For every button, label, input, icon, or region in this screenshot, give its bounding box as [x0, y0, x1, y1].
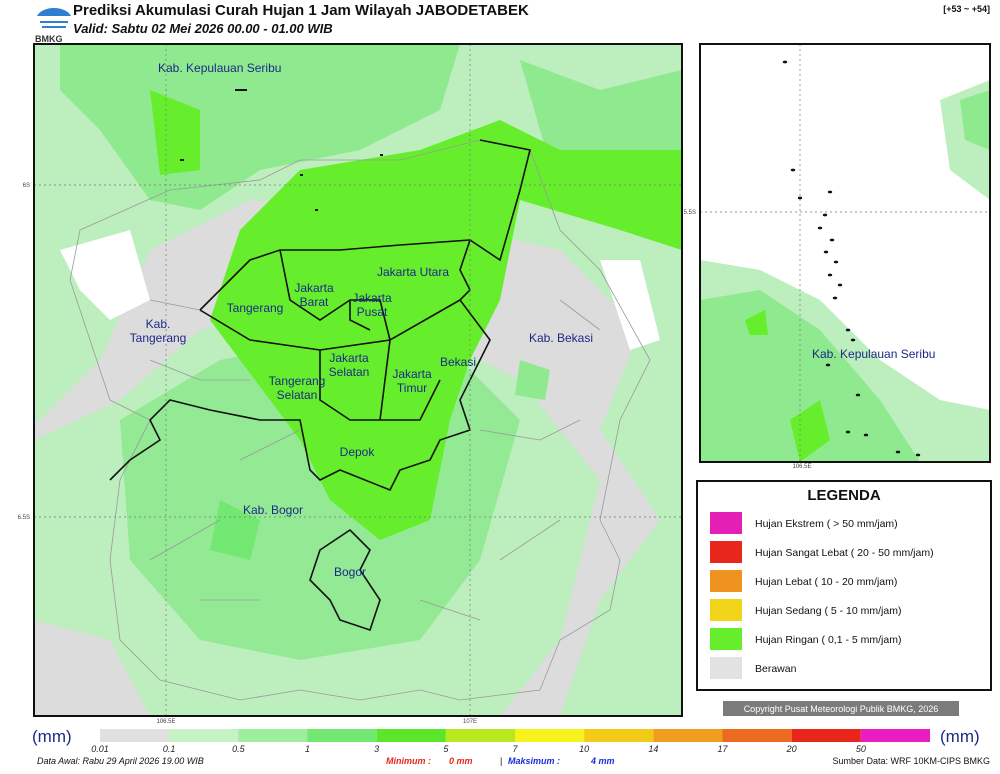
- min-value: 0 mm: [449, 756, 473, 766]
- legend-swatch: [710, 570, 742, 592]
- legend-label: Hujan Sedang ( 5 - 10 mm/jam): [755, 605, 901, 617]
- colorbar-segment: [653, 729, 723, 742]
- legend-label: Hujan Ekstrem ( > 50 mm/jam): [755, 518, 898, 530]
- data-awal: Data Awal: Rabu 29 April 2026 19.00 WIB: [37, 756, 204, 766]
- colorbar-segment: [307, 729, 377, 742]
- lon-tick: 106.5E: [156, 719, 175, 725]
- main-map: Kab. Kepulauan Seribu Jakarta Utara Jakart…: [34, 44, 682, 716]
- colorbar-segment: [791, 729, 861, 742]
- region-label: Bekasi: [440, 355, 476, 369]
- colorbar-segment: [584, 729, 654, 742]
- colorbar-segment: [376, 729, 446, 742]
- lat-tick: 6S: [23, 183, 30, 189]
- region-labels: Kab. Kepulauan Seribu Jakarta Utara Jakart…: [130, 61, 593, 579]
- colorbar-unit: (mm): [940, 727, 980, 746]
- region-label: Kab. Bekasi: [529, 331, 593, 345]
- legend-swatch: [710, 628, 742, 650]
- region-label: Selatan: [277, 388, 318, 402]
- region-label: Barat: [300, 295, 329, 309]
- colorbar-unit: (mm): [32, 727, 72, 746]
- colorbar-segment: [238, 729, 308, 742]
- legend-label: Hujan Lebat ( 10 - 20 mm/jam): [755, 576, 897, 588]
- logo-text: BMKG: [35, 34, 63, 44]
- separator: |: [500, 756, 502, 766]
- region-label: Kab. Kepulauan Seribu: [158, 61, 281, 75]
- region-label: Jakarta Utara: [377, 265, 449, 279]
- min-label: Minimum :: [386, 756, 431, 766]
- region-label: Kab. Bogor: [243, 503, 303, 517]
- legend-swatch: [710, 512, 742, 534]
- legend-box: [696, 480, 992, 691]
- legend-items: Hujan Ekstrem ( > 50 mm/jam) Hujan Sangat…: [710, 512, 934, 679]
- colorbar-label: 14: [648, 744, 658, 754]
- legend-swatch: [710, 657, 742, 679]
- region-label: Jakarta: [329, 351, 369, 365]
- colorbar-label: 20: [786, 744, 797, 754]
- main-map-frame: [33, 43, 683, 717]
- max-value: 4 mm: [590, 756, 615, 766]
- valid-time: Valid: Sabtu 02 Mei 2026 00.00 - 01.00 W…: [73, 21, 333, 36]
- colorbar-label: 1: [305, 744, 310, 754]
- colorbar-segment: [515, 729, 585, 742]
- legend-title: LEGENDA: [807, 487, 881, 504]
- colorbar-segment: [100, 729, 170, 742]
- max-label: Maksimum :: [508, 756, 560, 766]
- region-label: Jakarta: [352, 291, 392, 305]
- region-label: Tangerang: [227, 301, 284, 315]
- colorbar-label: 0.01: [91, 744, 109, 754]
- region-label: Tangerang: [130, 331, 187, 345]
- legend-label: Berawan: [755, 663, 797, 675]
- copyright: Copyright Pusat Meteorologi Publik BMKG,…: [744, 704, 939, 714]
- range: [+53 ~ +54]: [943, 4, 990, 14]
- colorbar-label: 7: [512, 744, 518, 754]
- copyright-box: [723, 701, 959, 716]
- legend-label: Hujan Sangat Lebat ( 20 - 50 mm/jam): [755, 547, 934, 559]
- region-label: Jakarta: [392, 367, 432, 381]
- legend-label: Hujan Ringan ( 0,1 - 5 mm/jam): [755, 634, 901, 646]
- colorbar-segment: [860, 729, 930, 742]
- colorbar-segment: [445, 729, 515, 742]
- region-label: Bogor: [334, 565, 366, 579]
- colorbar-label: 5: [443, 744, 449, 754]
- colorbar-segment: [169, 729, 239, 742]
- colorbar-label: 0.5: [232, 744, 246, 754]
- inset-label: Kab. Kepulauan Seribu: [812, 347, 935, 361]
- title: Prediksi Akumulasi Curah Hujan 1 Jam Wil…: [73, 2, 529, 19]
- region-label: Depok: [340, 445, 376, 459]
- lat-tick: 6.5S: [18, 515, 30, 521]
- region-label: Selatan: [329, 365, 370, 379]
- lat-tick: 5.5S: [684, 210, 696, 216]
- bmkg-logo: BMKG: [35, 7, 71, 44]
- legend-swatch: [710, 599, 742, 621]
- region-label: Tangerang: [269, 374, 326, 388]
- source: Sumber Data: WRF 10KM-CIPS BMKG: [832, 756, 990, 766]
- inset-map: Kab. Kepulauan Seribu: [700, 44, 990, 462]
- colorbar-label: 10: [579, 744, 589, 754]
- lon-tick: 106.5E: [792, 464, 811, 470]
- region-label: Kab.: [146, 317, 171, 331]
- region-label: Pusat: [357, 305, 388, 319]
- region-label: Timur: [397, 381, 427, 395]
- legend-swatch: [710, 541, 742, 563]
- region-label: Jakarta: [294, 281, 334, 295]
- colorbar-label: 17: [717, 744, 728, 754]
- colorbar-label: 50: [856, 744, 866, 754]
- lon-tick: 107E: [463, 719, 477, 725]
- colorbar-label: 0.1: [163, 744, 176, 754]
- colorbar: 0.01 0.1 0.5 1 3 5 7 10 14 17 20 50: [91, 729, 930, 754]
- inset-frame: [699, 43, 991, 463]
- colorbar-label: 3: [374, 744, 379, 754]
- colorbar-segment: [722, 729, 792, 742]
